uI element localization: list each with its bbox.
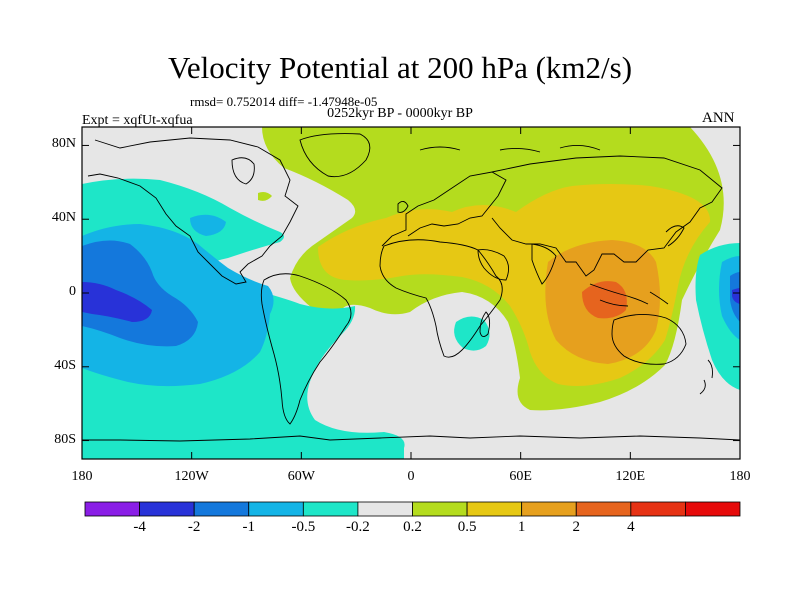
colorbar-box: [575, 501, 632, 517]
moderate-negative-patch: [190, 214, 226, 236]
lat-label: 0: [69, 284, 76, 299]
coastlines: [82, 133, 740, 442]
colorbar-box: [193, 501, 250, 517]
greenland: [299, 133, 371, 178]
lon-label: 120E: [615, 469, 646, 484]
antarctica-coast: [82, 435, 740, 442]
maritime-continent: [589, 283, 669, 307]
velocity-potential-field: [82, 127, 740, 459]
lat-label: 80S: [54, 431, 76, 447]
colorbar-box: [302, 501, 359, 517]
colorbar: [84, 501, 741, 517]
south-america-coast: [260, 273, 352, 425]
colorbar-label: 1: [517, 519, 526, 535]
season-label: ANN: [702, 110, 735, 126]
new-zealand: [699, 359, 713, 395]
colorbar-box: [357, 501, 413, 517]
europe-coast: [381, 171, 507, 247]
peak-positive-region: [582, 281, 627, 319]
asia-coast: [491, 155, 723, 277]
strong-negative-region: [82, 240, 198, 347]
arctic-islands: [419, 145, 601, 153]
australia-coast: [611, 314, 687, 365]
arabia: [477, 249, 509, 281]
experiment-label: Expt = xqfUt-xqfua: [82, 113, 193, 128]
stats-line: rmsd= 0.752014 diff= -1.47948e-05: [190, 94, 378, 109]
colorbar-label: 0.5: [457, 519, 477, 535]
hudson-bay: [231, 157, 255, 185]
colorbar-box: [630, 501, 686, 517]
colorbar-label: -4: [133, 519, 146, 535]
colorbar-label: 0.2: [403, 519, 422, 535]
period-label: 0252kyr BP - 0000kyr BP: [327, 106, 473, 121]
colorbar-box: [139, 501, 195, 517]
lon-label: 60E: [509, 469, 532, 484]
positive-anomaly-patch: [258, 192, 272, 201]
peak-negative-region: [82, 282, 152, 322]
colorbar-label: 2: [572, 519, 581, 535]
lat-label: 80N: [51, 136, 76, 152]
colorbar-label: 4: [627, 519, 635, 535]
north-america-coast: [87, 137, 299, 285]
lon-label: 60W: [287, 469, 315, 484]
colorbar-label: -1: [242, 519, 256, 535]
lon-label: 180: [71, 469, 93, 484]
colorbar-box: [248, 501, 304, 517]
chart-title: Velocity Potential at 200 hPa (km2/s): [167, 50, 633, 85]
lon-label: 180: [729, 469, 751, 484]
peak-negative-east: [732, 288, 740, 304]
india: [531, 243, 557, 285]
british-isles: [397, 201, 409, 213]
japan: [665, 225, 685, 247]
lat-label: 40N: [51, 210, 76, 226]
colorbar-box: [466, 501, 523, 517]
colorbar-label: -0.2: [346, 519, 370, 535]
lon-label: 0: [407, 469, 415, 484]
colorbar-box: [412, 501, 468, 517]
madagascar: [479, 311, 491, 337]
lat-label: 40S: [54, 357, 76, 373]
colorbar-label: -0.5: [291, 519, 316, 535]
lon-label: 120W: [174, 469, 209, 484]
colorbar-label: -2: [187, 519, 201, 535]
colorbar-box: [521, 501, 577, 517]
colorbar-box: [685, 501, 741, 517]
colorbar-box: [84, 501, 140, 517]
axis-ticks: [81, 127, 741, 459]
